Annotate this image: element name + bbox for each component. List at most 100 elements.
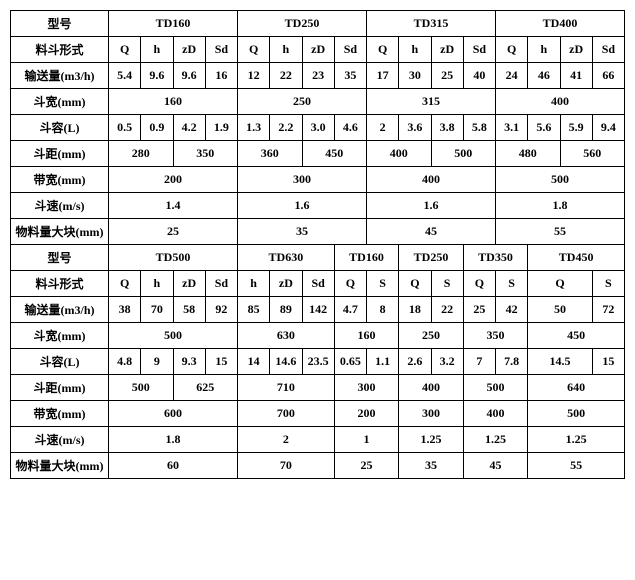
val: 400 bbox=[367, 167, 496, 193]
form: Q bbox=[463, 271, 495, 297]
val: 3.8 bbox=[431, 115, 463, 141]
val: 16 bbox=[205, 63, 237, 89]
val: 58 bbox=[173, 297, 205, 323]
val: 9.6 bbox=[141, 63, 173, 89]
form: S bbox=[367, 271, 399, 297]
val: 500 bbox=[528, 401, 625, 427]
form: zD bbox=[431, 37, 463, 63]
label-hopper-form: 料斗形式 bbox=[11, 37, 109, 63]
val: 300 bbox=[334, 375, 399, 401]
form: Q bbox=[109, 37, 141, 63]
val: 1.6 bbox=[367, 193, 496, 219]
val: 89 bbox=[270, 297, 302, 323]
val: 315 bbox=[367, 89, 496, 115]
form: h bbox=[270, 37, 302, 63]
val: 1.8 bbox=[109, 427, 238, 453]
val: 66 bbox=[592, 63, 624, 89]
val: 200 bbox=[109, 167, 238, 193]
model: TD250 bbox=[238, 11, 367, 37]
val: 35 bbox=[238, 219, 367, 245]
val: 46 bbox=[528, 63, 560, 89]
val: 92 bbox=[205, 297, 237, 323]
val: 22 bbox=[270, 63, 302, 89]
val: 4.8 bbox=[109, 349, 141, 375]
val: 500 bbox=[496, 167, 625, 193]
val: 50 bbox=[528, 297, 593, 323]
val: 24 bbox=[496, 63, 528, 89]
val: 710 bbox=[238, 375, 335, 401]
form: S bbox=[496, 271, 528, 297]
label-belt-width: 带宽(mm) bbox=[11, 401, 109, 427]
val: 1.6 bbox=[238, 193, 367, 219]
val: 500 bbox=[463, 375, 528, 401]
model: TD250 bbox=[399, 245, 464, 271]
val: 38 bbox=[109, 297, 141, 323]
val: 14.5 bbox=[528, 349, 593, 375]
val: 1.25 bbox=[528, 427, 625, 453]
val: 625 bbox=[173, 375, 238, 401]
label-material-block: 物料量大块(mm) bbox=[11, 453, 109, 479]
val: 42 bbox=[496, 297, 528, 323]
form: h bbox=[141, 37, 173, 63]
val: 8 bbox=[367, 297, 399, 323]
val: 5.4 bbox=[109, 63, 141, 89]
label-material-block: 物料量大块(mm) bbox=[11, 219, 109, 245]
val: 35 bbox=[399, 453, 464, 479]
val: 3.6 bbox=[399, 115, 431, 141]
val: 60 bbox=[109, 453, 238, 479]
label-model: 型号 bbox=[11, 11, 109, 37]
model: TD350 bbox=[463, 245, 528, 271]
val: 15 bbox=[592, 349, 624, 375]
label-bucket-pitch: 斗距(mm) bbox=[11, 375, 109, 401]
val: 9.6 bbox=[173, 63, 205, 89]
val: 250 bbox=[238, 89, 367, 115]
val: 1.9 bbox=[205, 115, 237, 141]
model: TD450 bbox=[528, 245, 625, 271]
val: 5.8 bbox=[463, 115, 495, 141]
model: TD630 bbox=[238, 245, 335, 271]
val: 41 bbox=[560, 63, 592, 89]
label-conveying: 输送量(m3/h) bbox=[11, 297, 109, 323]
form: S bbox=[592, 271, 624, 297]
label-bucket-capacity: 斗容(L) bbox=[11, 349, 109, 375]
val: 400 bbox=[367, 141, 432, 167]
val: 3.1 bbox=[496, 115, 528, 141]
form: h bbox=[399, 37, 431, 63]
val: 1.4 bbox=[109, 193, 238, 219]
val: 85 bbox=[238, 297, 270, 323]
val: 1.3 bbox=[238, 115, 270, 141]
form: Sd bbox=[205, 37, 237, 63]
val: 12 bbox=[238, 63, 270, 89]
form: zD bbox=[270, 271, 302, 297]
val: 142 bbox=[302, 297, 334, 323]
val: 1.8 bbox=[496, 193, 625, 219]
form: Sd bbox=[205, 271, 237, 297]
model: TD160 bbox=[334, 245, 399, 271]
model: TD315 bbox=[367, 11, 496, 37]
val: 360 bbox=[238, 141, 303, 167]
form: zD bbox=[302, 37, 334, 63]
val: 0.5 bbox=[109, 115, 141, 141]
val: 300 bbox=[238, 167, 367, 193]
val: 30 bbox=[399, 63, 431, 89]
val: 160 bbox=[109, 89, 238, 115]
form: Q bbox=[496, 37, 528, 63]
val: 4.6 bbox=[334, 115, 366, 141]
val: 25 bbox=[463, 297, 495, 323]
label-hopper-form: 料斗形式 bbox=[11, 271, 109, 297]
val: 9.4 bbox=[592, 115, 624, 141]
form: h bbox=[141, 271, 173, 297]
val: 45 bbox=[367, 219, 496, 245]
form: zD bbox=[173, 37, 205, 63]
form: Q bbox=[367, 37, 399, 63]
val: 7.8 bbox=[496, 349, 528, 375]
val: 70 bbox=[238, 453, 335, 479]
val: 160 bbox=[334, 323, 399, 349]
label-bucket-width: 斗宽(mm) bbox=[11, 323, 109, 349]
val: 55 bbox=[528, 453, 625, 479]
label-bucket-speed: 斗速(m/s) bbox=[11, 427, 109, 453]
val: 72 bbox=[592, 297, 624, 323]
val: 350 bbox=[173, 141, 238, 167]
val: 17 bbox=[367, 63, 399, 89]
val: 480 bbox=[496, 141, 561, 167]
